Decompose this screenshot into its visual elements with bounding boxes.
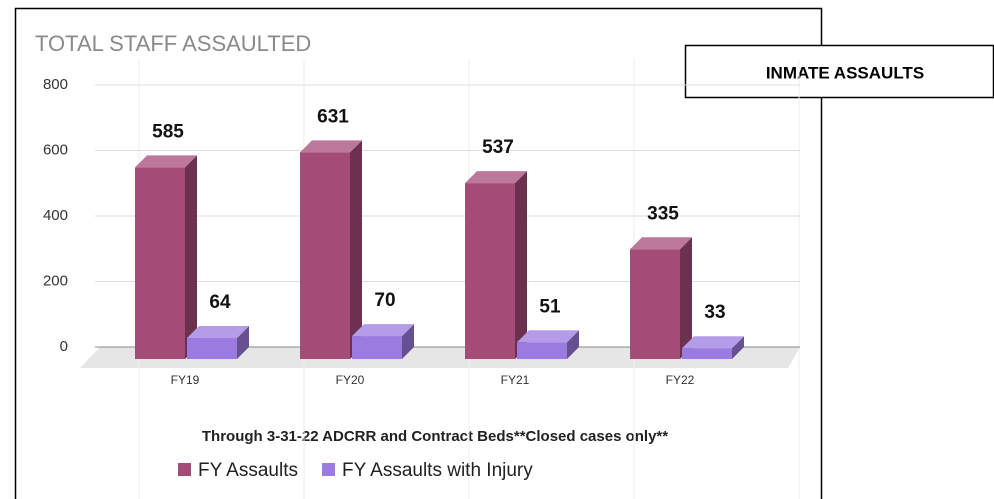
bar bbox=[517, 330, 579, 359]
data-label: 33 bbox=[704, 302, 725, 323]
legend-swatch bbox=[321, 463, 335, 476]
bar-top bbox=[187, 326, 249, 339]
label-box-text: INMATE ASSAULTS bbox=[766, 63, 924, 82]
bar-side bbox=[237, 326, 249, 359]
bar-front bbox=[682, 348, 732, 359]
legend-label: FY Assaults bbox=[198, 460, 298, 481]
x-tick-label: FY21 bbox=[501, 373, 530, 387]
bar bbox=[187, 326, 249, 359]
bar bbox=[630, 237, 692, 359]
bar-top bbox=[630, 237, 692, 250]
label-box bbox=[684, 44, 994, 99]
y-tick-label: 200 bbox=[43, 272, 68, 289]
data-label: 537 bbox=[482, 137, 514, 158]
y-tick-label: 800 bbox=[43, 76, 68, 93]
y-tick-label: 600 bbox=[43, 141, 68, 158]
x-tick-label: FY19 bbox=[171, 373, 200, 387]
floor bbox=[80, 347, 800, 368]
bar bbox=[682, 336, 744, 359]
x-tick-label: FY22 bbox=[666, 373, 695, 387]
bar-side bbox=[185, 155, 197, 359]
legend-swatch bbox=[178, 463, 191, 476]
chart-title: TOTAL STAFF ASSAULTED bbox=[35, 31, 311, 56]
bar-top bbox=[135, 155, 197, 168]
bar-side bbox=[515, 171, 527, 359]
bar-front bbox=[300, 152, 350, 359]
data-label: 631 bbox=[317, 106, 349, 127]
bar-front bbox=[630, 249, 680, 359]
y-tick-label: 0 bbox=[60, 338, 68, 355]
bar-top bbox=[352, 324, 414, 337]
bar-front bbox=[352, 336, 402, 359]
bar-top bbox=[465, 171, 527, 184]
bar-top bbox=[300, 140, 362, 153]
subtitle: Through 3-31-22 ADCRR and Contract Beds*… bbox=[202, 428, 668, 445]
data-label: 64 bbox=[209, 292, 231, 313]
bar bbox=[300, 140, 362, 359]
bar-front bbox=[135, 167, 185, 359]
bar-side bbox=[732, 336, 744, 359]
bar-front bbox=[187, 338, 237, 359]
x-tick-label: FY20 bbox=[336, 373, 365, 387]
bar-side bbox=[350, 140, 362, 359]
bar bbox=[465, 171, 527, 359]
bar-top bbox=[517, 330, 579, 343]
data-label: 51 bbox=[539, 296, 561, 317]
bar-side bbox=[402, 324, 414, 359]
bar-side bbox=[567, 330, 579, 359]
bar bbox=[135, 155, 197, 359]
bar-side bbox=[680, 237, 692, 359]
legend-label: FY Assaults with Injury bbox=[342, 460, 533, 481]
bar bbox=[352, 324, 414, 359]
y-tick-label: 400 bbox=[43, 207, 68, 224]
data-label: 335 bbox=[647, 203, 679, 224]
bar-front bbox=[517, 342, 567, 359]
data-label: 70 bbox=[374, 290, 395, 311]
bar-top bbox=[682, 336, 744, 349]
bar-front bbox=[465, 183, 515, 359]
data-label: 585 bbox=[152, 121, 184, 142]
